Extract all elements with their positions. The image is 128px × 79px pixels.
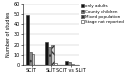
Bar <box>51 44 54 65</box>
Bar <box>48 47 51 65</box>
Bar <box>26 15 29 65</box>
Bar <box>68 62 71 65</box>
Bar <box>45 43 48 65</box>
Legend: only adults, County children, Mixed population, Stage not reported: only adults, County children, Mixed popu… <box>81 4 125 25</box>
Bar <box>71 64 74 65</box>
Bar <box>29 52 31 65</box>
Y-axis label: Number of studies: Number of studies <box>6 12 10 57</box>
Bar <box>54 63 57 65</box>
Bar <box>31 54 34 65</box>
Bar <box>65 61 68 65</box>
